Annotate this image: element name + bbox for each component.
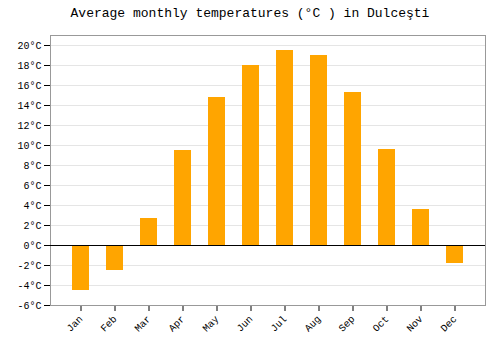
svg-text:Dec: Dec (439, 314, 460, 335)
svg-text:Jun: Jun (235, 314, 256, 335)
svg-text:6°C: 6°C (23, 181, 41, 192)
svg-text:Jul: Jul (269, 314, 290, 335)
svg-text:10°C: 10°C (17, 141, 41, 152)
svg-text:Feb: Feb (99, 314, 120, 335)
svg-text:May: May (201, 314, 222, 335)
svg-text:4°C: 4°C (23, 201, 41, 212)
svg-text:16°C: 16°C (17, 81, 41, 92)
html-text:Average monthly temperatures (: Average monthly temperatures (°C ) in Du… (70, 6, 430, 21)
svg-text:Mar: Mar (133, 314, 154, 335)
svg-text:20°C: 20°C (17, 41, 41, 52)
svg-text:8°C: 8°C (23, 161, 41, 172)
svg-text:18°C: 18°C (17, 61, 41, 72)
svg-text:0°C: 0°C (23, 241, 41, 252)
svg-text:14°C: 14°C (17, 101, 41, 112)
svg-text:Nov: Nov (405, 314, 426, 335)
svg-text:12°C: 12°C (17, 121, 41, 132)
svg-text:Sep: Sep (337, 314, 358, 335)
svg-text:2°C: 2°C (23, 221, 41, 232)
svg-text:-4°C: -4°C (17, 281, 41, 292)
svg-text:-2°C: -2°C (17, 261, 41, 272)
svg-text:-6°C: -6°C (17, 301, 41, 312)
svg-text:Apr: Apr (167, 314, 188, 335)
svg-text:Aug: Aug (303, 314, 324, 335)
svg-text:Oct: Oct (371, 314, 392, 335)
svg-text:Jan: Jan (65, 314, 86, 335)
